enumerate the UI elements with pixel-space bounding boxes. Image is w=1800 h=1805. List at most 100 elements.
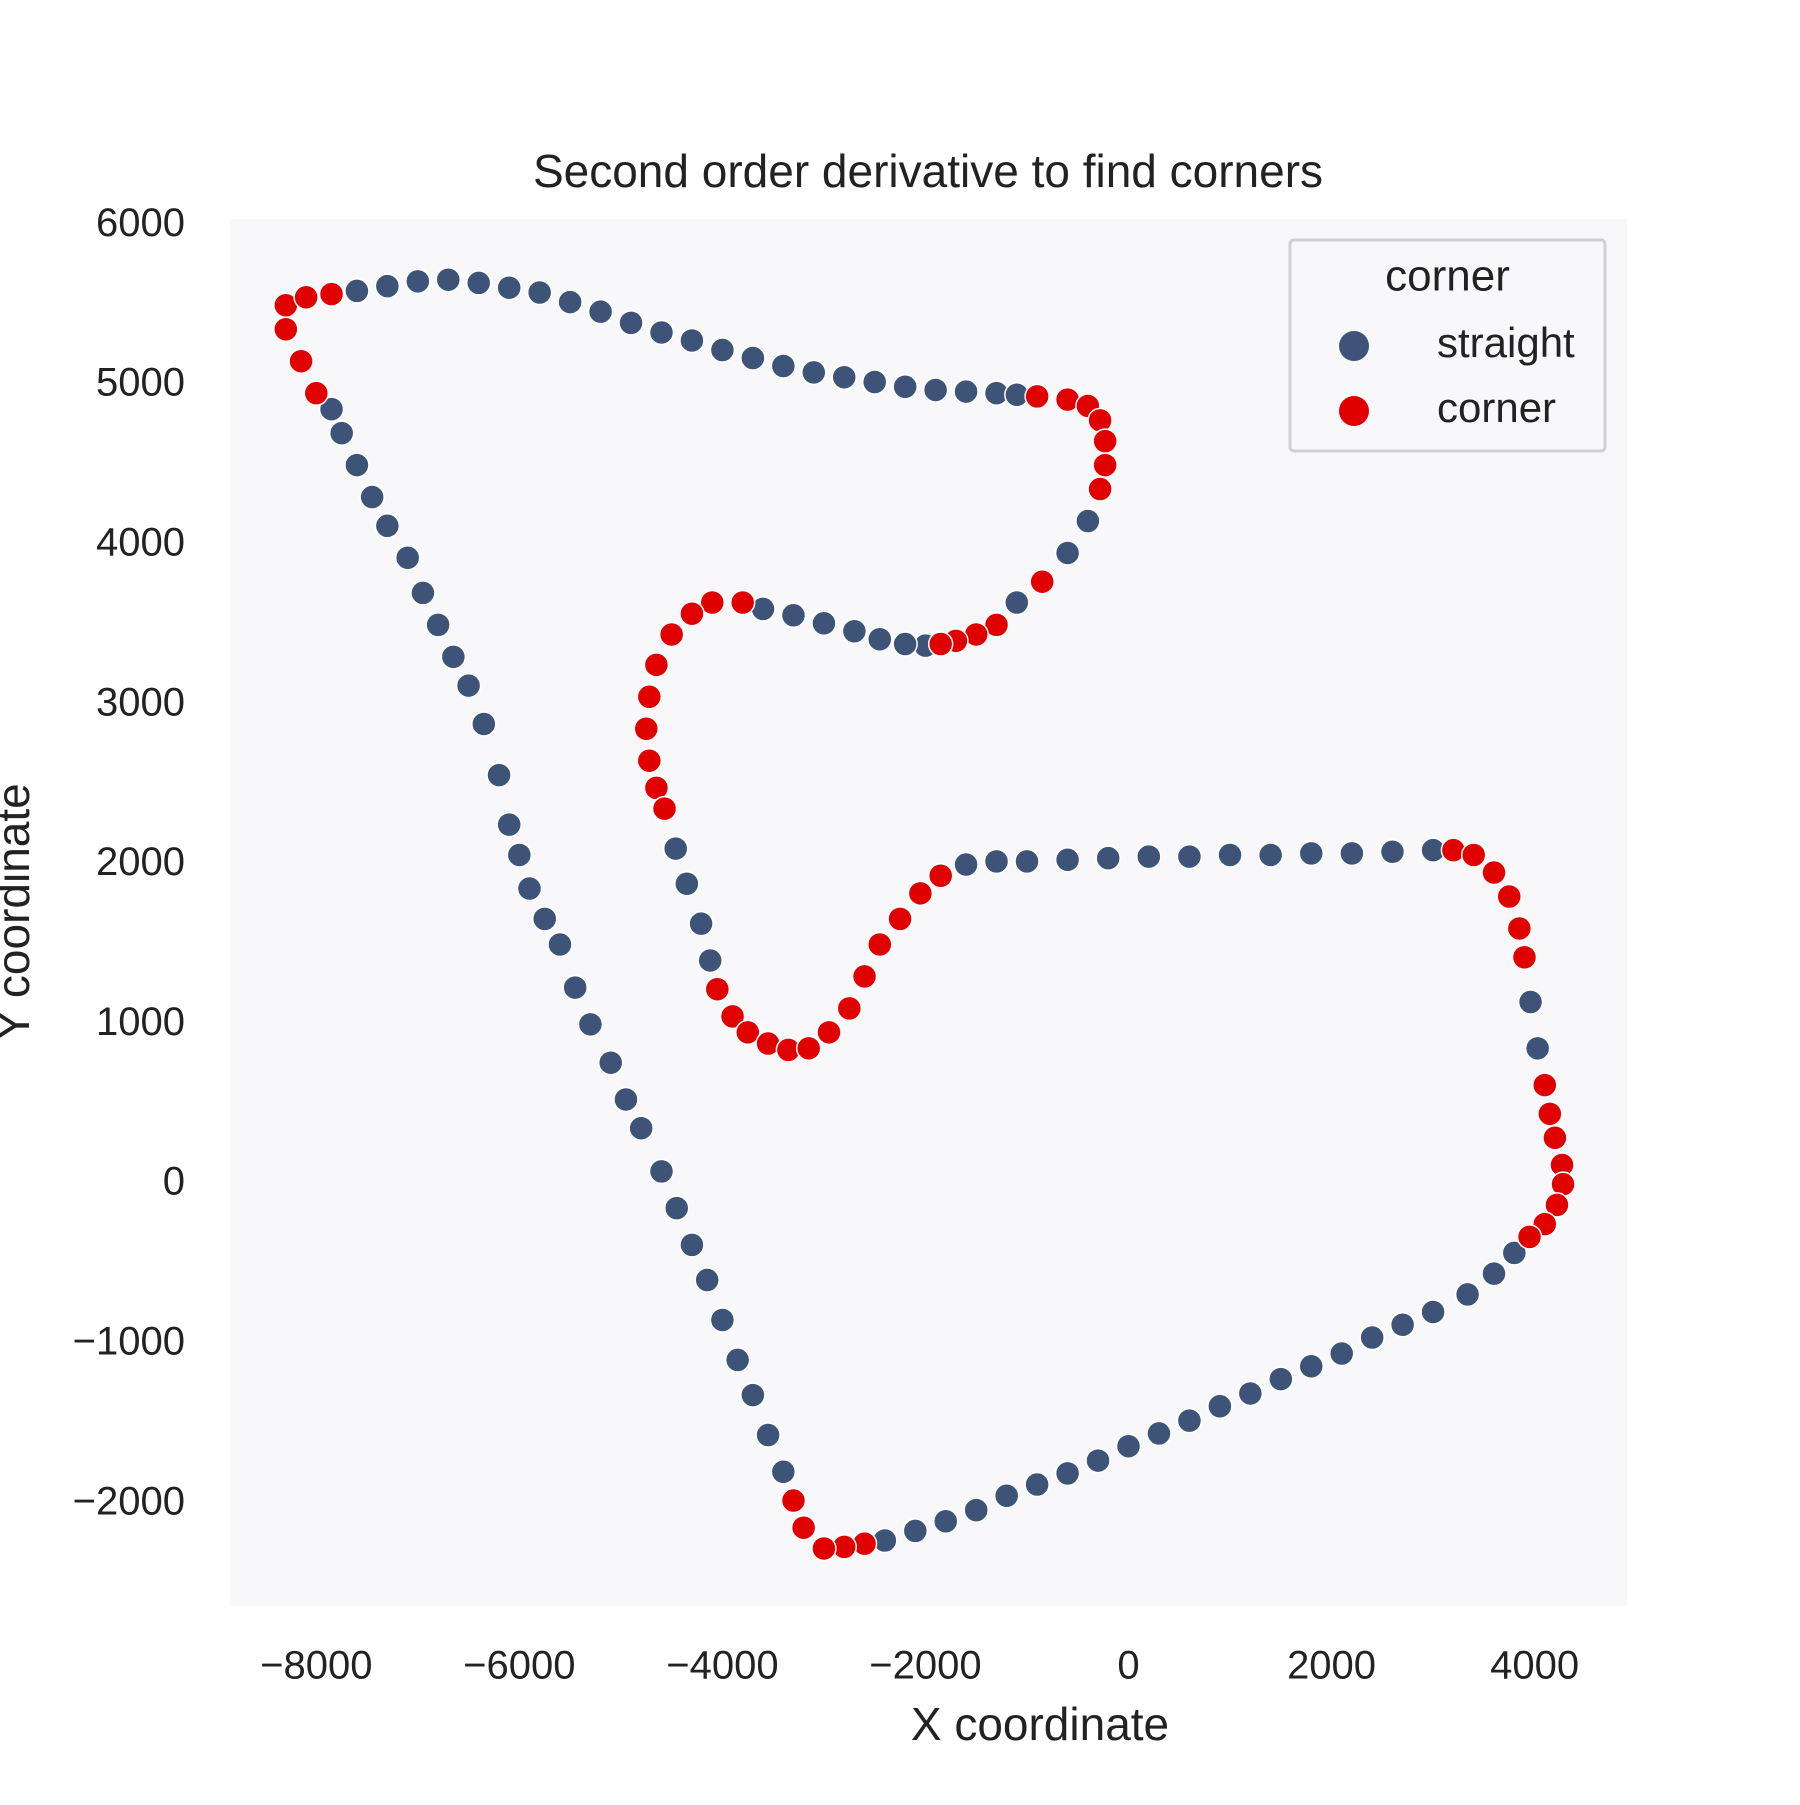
scatter-point [867, 626, 893, 653]
scatter-point [435, 266, 462, 293]
scatter-point [344, 452, 370, 478]
scatter-point [688, 910, 714, 937]
scatter-point [293, 284, 319, 311]
x-tick-label: 4000 [1490, 1644, 1579, 1688]
scatter-point [1298, 1353, 1325, 1380]
scatter-point [1087, 476, 1113, 502]
scatter-point [953, 851, 979, 878]
scatter-point [1075, 508, 1101, 534]
scatter-point [1146, 1420, 1172, 1447]
scatter-point [547, 931, 573, 958]
scatter-point [709, 1307, 736, 1333]
scatter-point [486, 762, 512, 788]
scatter-point [496, 274, 522, 301]
scatter-point [780, 602, 807, 629]
legend-label: corner [1437, 384, 1556, 431]
scatter-point [1217, 842, 1243, 868]
scatter-point [628, 1115, 654, 1141]
scatter-point [471, 711, 497, 737]
scatter-point [587, 298, 614, 325]
scatter-point [902, 1518, 929, 1544]
scatter-point [455, 672, 482, 699]
scatter-point [1544, 1192, 1570, 1218]
scatter-point [697, 947, 723, 974]
scatter-point [405, 268, 431, 295]
scatter-point [993, 1482, 1020, 1509]
scatter-point [1460, 842, 1487, 868]
scatter-point [836, 995, 863, 1022]
legend-title: corner [1385, 252, 1510, 301]
y-tick-label: −2000 [73, 1479, 185, 1523]
scatter-point [679, 1232, 705, 1258]
y-axis-label: Y coordinate [0, 783, 39, 1040]
scatter-point [953, 378, 979, 405]
y-tick-label: 0 [163, 1160, 185, 1204]
scatter-point [1506, 915, 1533, 942]
legend-marker [1339, 331, 1369, 361]
scatter-point [1136, 843, 1162, 870]
scatter-point [1237, 1380, 1264, 1407]
scatter-point [740, 1382, 766, 1408]
scatter-point [410, 580, 436, 606]
scatter-point [273, 316, 299, 343]
scatter-point [562, 974, 588, 1001]
x-tick-label: 2000 [1287, 1644, 1376, 1688]
scatter-point [709, 337, 736, 363]
scatter-point [1207, 1393, 1233, 1420]
scatter-point [729, 589, 756, 616]
scatter-point [663, 1195, 690, 1221]
y-tick-label: 2000 [96, 840, 185, 884]
scatter-point [927, 862, 954, 889]
scatter-point [770, 1459, 797, 1485]
scatter-point [1029, 568, 1055, 595]
x-tick-label: −4000 [666, 1644, 778, 1688]
scatter-point [496, 811, 522, 838]
scatter-point [1501, 1240, 1528, 1266]
scatter-point [719, 1003, 746, 1030]
scatter-point [1024, 383, 1050, 410]
scatter-point [892, 374, 918, 400]
scatter-point [831, 364, 857, 390]
scatter-point [724, 1347, 751, 1373]
scatter-point [662, 835, 689, 862]
y-tick-label: 1000 [96, 1000, 185, 1044]
scatter-point [674, 870, 700, 897]
scatter-point [933, 1508, 959, 1535]
scatter-point [795, 1035, 822, 1062]
x-tick-label: 0 [1117, 1644, 1139, 1688]
scatter-point [425, 612, 451, 638]
scatter-point [1454, 1281, 1481, 1308]
y-tick-label: 4000 [96, 521, 185, 565]
scatter-point [1532, 1072, 1558, 1098]
scatter-point [1339, 840, 1365, 867]
scatter-point [907, 880, 934, 907]
scatter-point [755, 1422, 781, 1448]
scatter-point [1511, 944, 1538, 970]
scatter-point [394, 545, 421, 571]
scatter-point [643, 652, 670, 678]
scatter-point [679, 327, 705, 354]
scatter-point [892, 631, 918, 657]
scatter-point [1092, 428, 1118, 454]
scatter-point [1176, 1407, 1203, 1434]
y-tick-label: 6000 [96, 201, 185, 245]
scatter-point [1176, 843, 1203, 870]
scatter-point [679, 600, 705, 627]
scatter-point [344, 278, 370, 304]
scatter-point [577, 1011, 604, 1038]
y-tick-label: 3000 [96, 680, 185, 724]
scatter-point [887, 906, 913, 932]
scatter-point [1542, 1125, 1568, 1151]
scatter-point [1537, 1101, 1563, 1127]
scatter-point [359, 484, 385, 510]
scatter-point [1115, 1433, 1142, 1459]
scatter-point [1268, 1366, 1294, 1392]
scatter-point [613, 1086, 639, 1113]
scatter-point [374, 513, 401, 539]
scatter-point [816, 1019, 842, 1046]
scatter-point [1481, 859, 1507, 886]
scatter-point [303, 380, 330, 406]
scatter-point [811, 1535, 837, 1562]
scatter-point [1092, 452, 1118, 478]
